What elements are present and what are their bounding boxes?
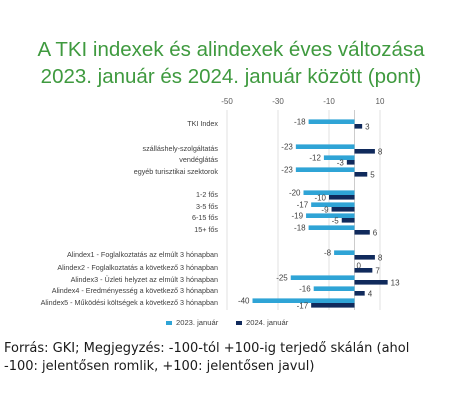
bar-2024 [354,280,388,285]
data-label: -16 [299,285,311,294]
bar-2023 [323,155,355,160]
data-label: -10 [314,193,326,202]
category-label: 3-5 fős [196,202,218,211]
bar-2023 [306,213,355,218]
bar-2024 [354,230,370,235]
bar-2023 [252,298,355,303]
data-label: -3 [337,158,345,167]
data-label: -20 [289,189,301,198]
bar-2024 [354,172,368,177]
category-label: 1-2 fős [196,190,218,199]
data-label: 7 [375,266,380,275]
category-label: Alindex2 - Foglalkoztatás a következő 3 … [57,263,218,272]
source-note-line-2: -100: jelentősen romlik, +100: jelentőse… [4,359,315,374]
x-tick-label: 10 [376,97,385,106]
bar-2023 [295,167,355,172]
data-label: 0 [357,262,362,271]
chart-title-line-1: A TKI indexek és alindexek éves változás… [37,38,425,61]
data-label: 8 [378,253,383,262]
bar-2023 [303,190,355,195]
bar-2024 [346,160,355,165]
data-label: -19 [291,212,303,221]
bar-2023 [311,202,355,207]
bar-2024 [354,149,375,154]
category-label: Alindex4 - Eredményesség a következő 3 h… [52,286,218,295]
category-label: Alindex3 - Üzleti helyzet az elmúlt 3 hó… [71,275,218,284]
bar-2023 [334,250,355,255]
data-label: -5 [332,216,340,225]
data-label: 4 [368,289,373,298]
category-label: Alindex1 - Foglalkoztatás az elmúlt 3 hó… [67,250,218,259]
data-label: -18 [294,224,306,233]
bar-2023 [290,275,355,280]
data-label: -17 [297,301,309,310]
bar-2024 [354,124,363,129]
data-label: 3 [365,122,370,131]
bar-2023 [308,119,355,124]
category-label: szálláshely-szolgáltatás [142,144,218,153]
data-label: -8 [324,249,332,258]
data-label: -18 [294,118,306,127]
bar-2024 [311,303,355,308]
data-label: -9 [321,205,329,214]
x-tick-label: -50 [221,97,233,106]
bar-2024 [354,291,365,296]
legend-swatch-2024 [236,321,242,325]
bar-2024 [329,195,355,200]
data-label: 8 [378,147,383,156]
source-note-line-1: Forrás: GKI; Megjegyzés: -100-tól +100-i… [4,341,410,356]
category-label: vendéglátás [179,155,218,164]
data-label: -23 [281,143,293,152]
legend-swatch-2023 [166,321,172,325]
bar-2024 [331,207,355,212]
data-label: -23 [281,166,293,175]
x-tick-label: -30 [272,97,284,106]
data-label: -17 [297,201,309,210]
bar-2024 [341,218,355,223]
chart-title-line-2: 2023. január és 2024. január között (pon… [40,65,422,88]
bar-2024 [354,268,373,273]
data-label: 5 [370,170,375,179]
category-label: 6-15 fős [192,213,218,222]
bar-2023 [295,144,355,149]
category-label: egyéb turisztikai szektorok [134,167,219,176]
legend-label-2024: 2024. január [246,318,289,327]
legend-label-2023: 2023. január [176,318,219,327]
category-label: Alindex5 - Működési költségek a következ… [41,298,218,307]
data-label: -12 [309,154,321,163]
category-label: 15+ fős [194,225,218,234]
data-label: 13 [391,278,400,287]
bar-2024 [354,255,375,260]
data-label: 6 [373,228,378,237]
bar-2023 [313,286,355,291]
source-note: Forrás: GKI; Megjegyzés: -100-tól +100-i… [4,340,460,376]
bar-2023 [308,225,355,230]
x-tick-label: -10 [323,97,335,106]
category-label: TKI Index [187,119,218,128]
data-label: -25 [276,274,288,283]
chart-title: A TKI indexek és alindexek éves változás… [0,36,462,90]
data-label: -40 [238,297,250,306]
